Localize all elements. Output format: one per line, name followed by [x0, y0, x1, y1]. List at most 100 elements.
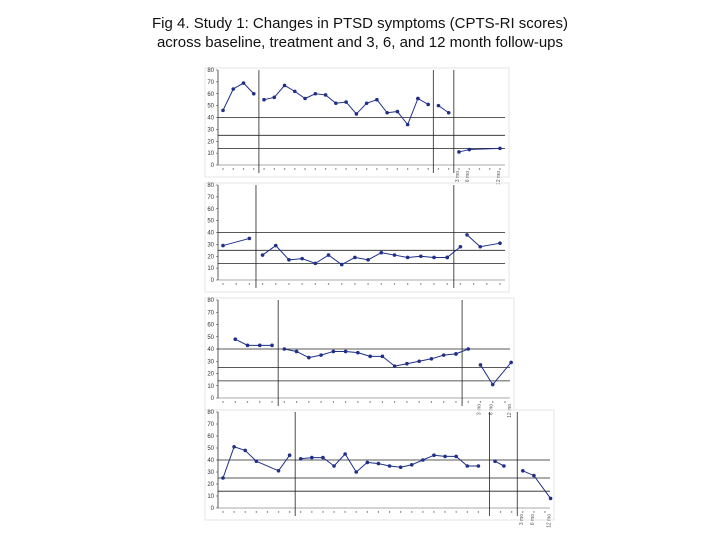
x-session-tick — [381, 401, 384, 403]
data-point — [354, 112, 359, 116]
data-point — [331, 349, 336, 354]
y-tick-label: 10 — [207, 151, 214, 157]
x-session-tick — [294, 168, 296, 170]
y-tick-label: 20 — [207, 254, 214, 260]
follow-up-label: 6 mo — [465, 171, 471, 182]
series-line-segment-3 — [455, 348, 469, 355]
series-line-segment-4 — [438, 105, 449, 114]
series-line-segment-4 — [522, 470, 551, 499]
data-point — [392, 364, 397, 368]
x-session-tick — [366, 511, 369, 513]
x-session-tick — [322, 511, 324, 513]
x-session-tick — [301, 283, 303, 285]
data-point — [287, 258, 291, 262]
series-line-segment-1 — [235, 338, 273, 346]
x-session-tick — [406, 401, 408, 403]
data-point — [405, 361, 409, 366]
y-tick-label: 50 — [207, 335, 214, 341]
x-session-tick — [263, 168, 265, 170]
x-session-tick — [288, 283, 290, 285]
x-session-tick — [488, 511, 491, 513]
y-tick-label: 0 — [211, 506, 215, 512]
data-point — [432, 453, 436, 458]
x-session-tick — [308, 401, 310, 403]
data-point — [339, 262, 344, 267]
x-session-tick — [335, 168, 337, 170]
follow-up-label: 12 mo — [507, 404, 513, 418]
data-point — [262, 97, 266, 102]
follow-up-label: 12 mo — [496, 171, 502, 185]
data-point — [409, 463, 414, 467]
x-session-tick — [504, 401, 506, 403]
x-session-tick — [499, 511, 502, 513]
data-point — [332, 464, 336, 468]
x-session-tick — [433, 511, 435, 513]
x-session-tick — [499, 168, 501, 170]
data-point — [287, 453, 292, 458]
y-tick-label: 60 — [207, 434, 214, 440]
data-point — [343, 452, 347, 456]
data-point — [233, 337, 238, 342]
data-point — [257, 343, 262, 348]
x-session-tick — [420, 283, 422, 285]
x-session-tick — [235, 283, 237, 285]
data-point — [231, 87, 236, 91]
y-tick-label: 30 — [207, 127, 214, 133]
data-point — [254, 459, 259, 464]
follow-up-label: 3 mo — [476, 404, 482, 415]
x-session-tick — [444, 511, 446, 513]
follow-up-label: 12 mo — [547, 514, 553, 528]
follow-up-label: 6 mo — [489, 404, 495, 415]
y-tick-label: 0 — [211, 278, 215, 284]
series-line-segment-1 — [222, 446, 291, 479]
data-point — [419, 254, 423, 259]
x-session-tick — [277, 511, 280, 513]
x-session-tick — [467, 401, 469, 403]
y-tick-label: 10 — [207, 384, 214, 390]
y-tick-label: 0 — [211, 163, 215, 169]
y-tick-label: 20 — [207, 372, 214, 378]
x-session-tick — [437, 168, 440, 170]
y-tick-label: 50 — [207, 446, 214, 452]
data-point — [221, 243, 225, 248]
x-session-tick — [255, 511, 258, 513]
x-session-tick — [288, 511, 291, 513]
data-point — [502, 464, 506, 468]
data-point — [445, 255, 450, 260]
data-point — [432, 255, 436, 260]
x-session-tick — [396, 168, 399, 170]
data-point — [532, 473, 536, 478]
x-session-tick — [266, 511, 269, 513]
x-session-tick — [386, 168, 388, 170]
data-point — [251, 91, 256, 96]
data-point — [368, 354, 372, 359]
data-point — [334, 101, 338, 106]
series-line-segment-2 — [263, 84, 419, 126]
y-tick-label: 30 — [207, 359, 214, 365]
x-session-tick — [333, 511, 335, 513]
x-session-tick — [283, 168, 286, 170]
data-point — [303, 96, 307, 101]
data-point — [465, 464, 470, 468]
x-session-tick — [448, 168, 450, 170]
data-point — [405, 255, 410, 260]
x-session-tick — [393, 283, 396, 285]
x-session-tick — [380, 283, 382, 285]
data-point — [443, 454, 447, 459]
follow-up-label: 6 mo — [530, 514, 536, 525]
x-session-tick — [357, 401, 359, 403]
data-point — [375, 97, 379, 102]
x-session-tick — [295, 401, 298, 403]
data-point — [273, 243, 278, 248]
x-session-tick — [499, 283, 501, 285]
data-point — [321, 455, 325, 460]
data-point — [476, 464, 481, 468]
data-point — [245, 343, 250, 348]
data-point — [392, 253, 397, 257]
data-point — [395, 109, 400, 114]
x-session-tick — [248, 283, 251, 285]
x-session-tick — [341, 283, 343, 285]
x-session-tick — [311, 511, 313, 513]
x-session-tick — [283, 401, 286, 403]
